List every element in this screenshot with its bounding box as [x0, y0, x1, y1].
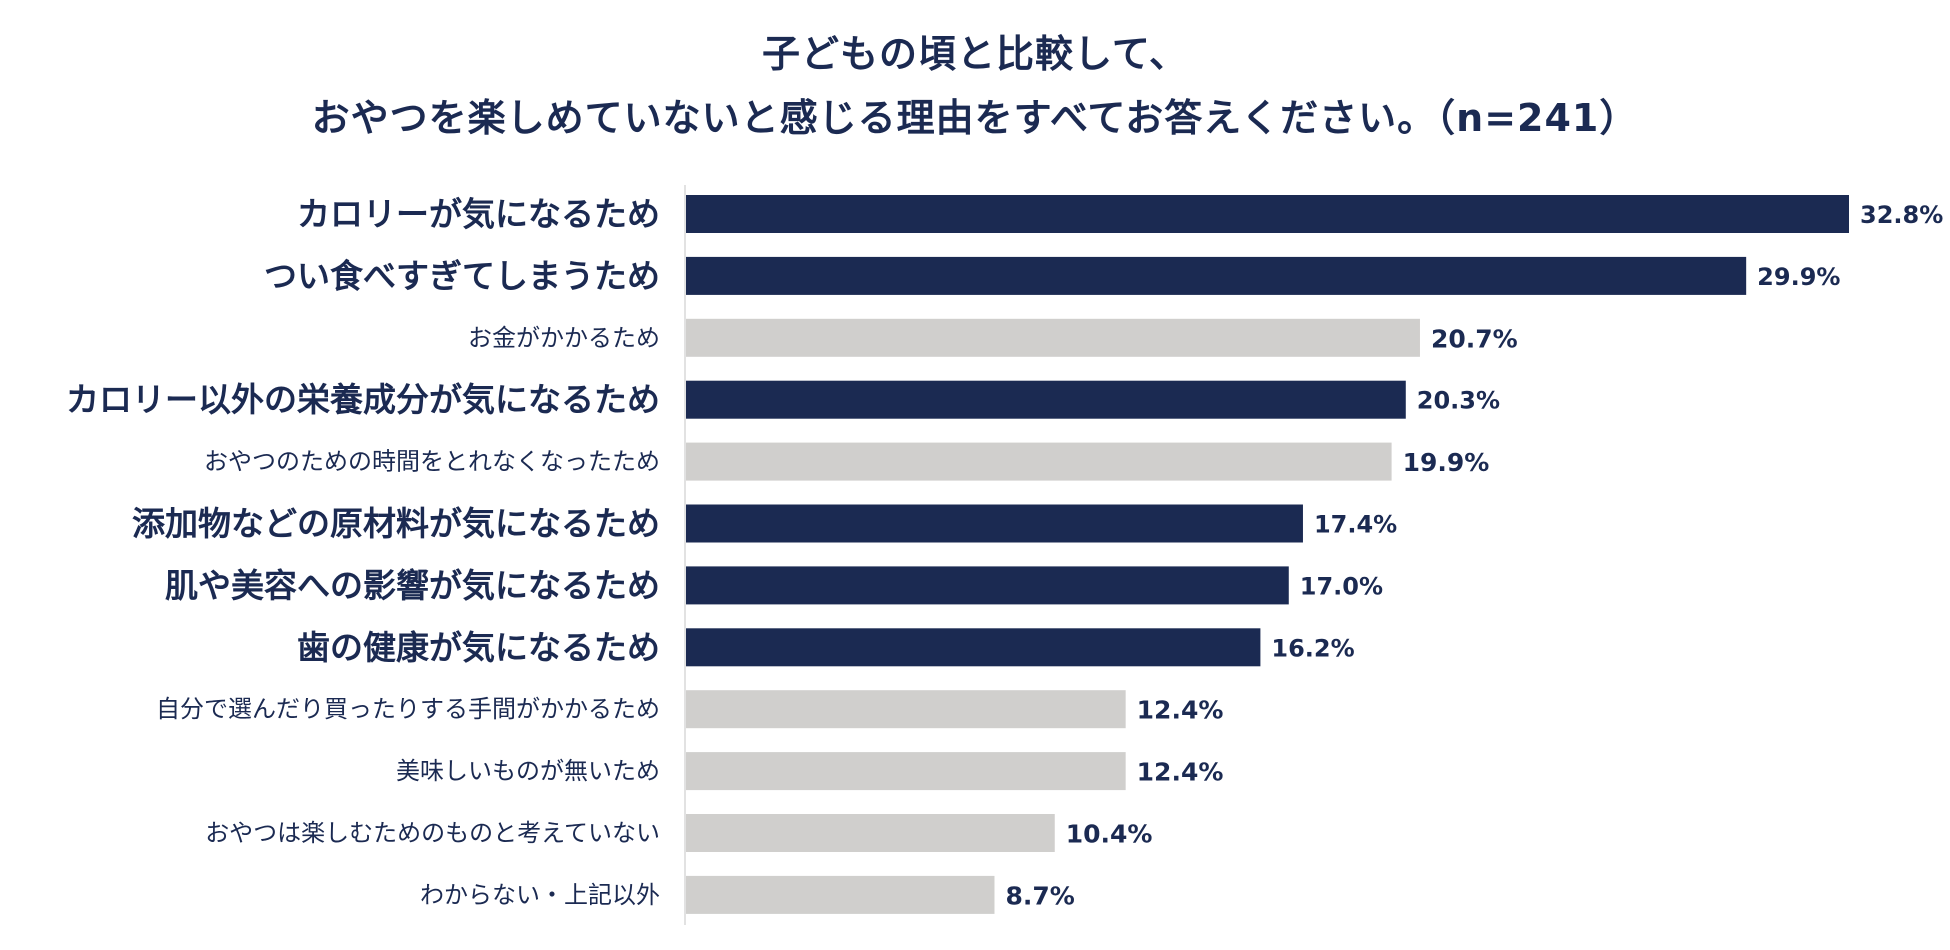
value-label-12: 8.7% [1005, 881, 1074, 910]
value-label-5: 19.9% [1403, 448, 1490, 477]
bar-4 [686, 380, 1406, 419]
bar-10 [686, 752, 1126, 791]
value-label-10: 12.4% [1137, 758, 1224, 787]
category-label-9: 自分で選んだり買ったりする手間がかかるため [156, 695, 660, 723]
value-label-11: 10.4% [1066, 820, 1153, 849]
value-label-1: 32.8% [1860, 201, 1943, 229]
value-label-8: 16.2% [1271, 634, 1354, 662]
category-label-4: カロリー以外の栄養成分が気になるため [66, 380, 660, 419]
bar-11 [686, 814, 1055, 852]
category-label-11: おやつは楽しむためのものと考えていない [205, 819, 660, 847]
category-label-6: 添加物などの原材料が気になるため [132, 504, 660, 543]
bar-3 [686, 318, 1420, 357]
category-label-10: 美味しいものが無いため [396, 757, 660, 785]
bar-6 [686, 504, 1303, 543]
bar-5 [686, 442, 1392, 481]
category-label-12: わからない・上記以外 [420, 881, 660, 909]
category-label-8: 歯の健康が気になるため [297, 628, 660, 667]
category-label-5: おやつのための時間をとれなくなったため [204, 448, 660, 476]
bar-2 [686, 256, 1747, 295]
value-label-9: 12.4% [1137, 696, 1224, 725]
bar-12 [686, 875, 995, 914]
category-label-3: お金がかかるため [468, 324, 660, 352]
bar-7 [686, 566, 1289, 605]
value-label-4: 20.3% [1417, 387, 1500, 415]
value-label-7: 17.0% [1300, 572, 1383, 600]
value-label-6: 17.4% [1314, 511, 1397, 539]
chart-title-line-2: おやつを楽しめていないと感じる理由をすべてお答えください。（n=241） [311, 96, 1639, 140]
category-label-7: 肌や美容への影響が気になるため [165, 566, 660, 605]
chart-title-line-1: 子どもの頃と比較して、 [762, 32, 1188, 76]
category-label-2: つい食べすぎてしまうため [264, 256, 660, 295]
bar-9 [686, 690, 1126, 729]
value-label-3: 20.7% [1431, 324, 1518, 353]
value-label-2: 29.9% [1757, 263, 1840, 291]
chart-title: 子どもの頃と比較して、 おやつを楽しめていないと感じる理由をすべてお答えください… [0, 22, 1950, 150]
category-label-1: カロリーが気になるため [297, 195, 660, 234]
bar-1 [686, 195, 1849, 233]
bar-8 [686, 628, 1261, 667]
